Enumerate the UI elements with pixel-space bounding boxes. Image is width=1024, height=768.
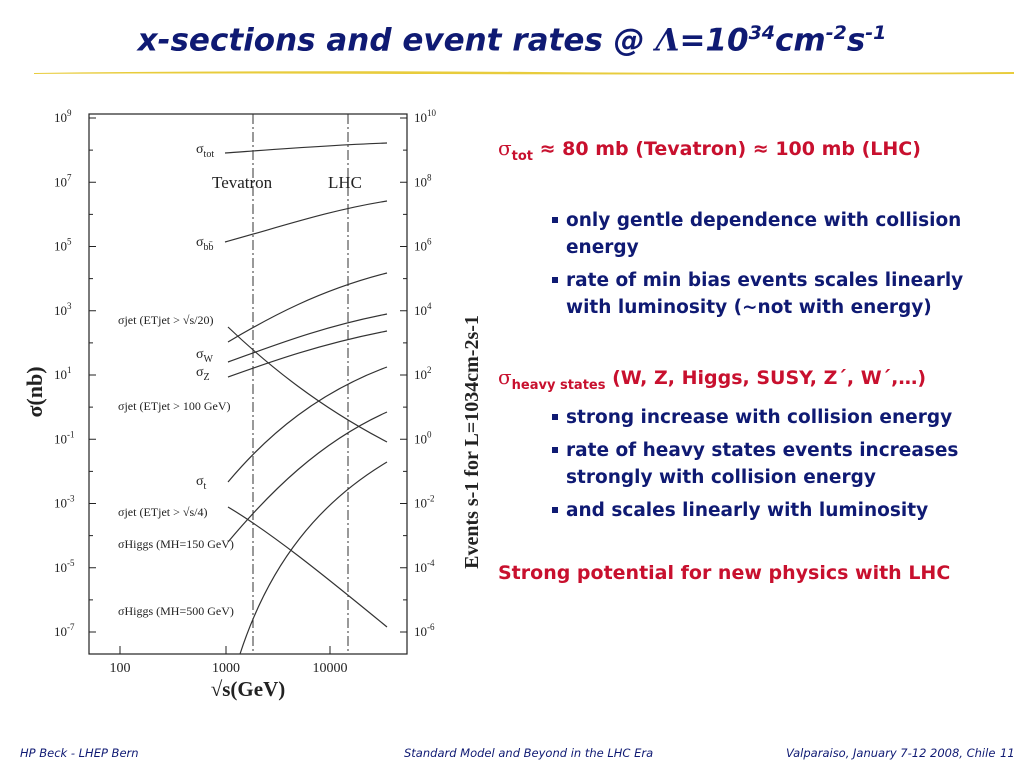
x-tick-labels: 100 1000 10000	[110, 661, 348, 676]
bullet-item: rate of heavy states events increases st…	[550, 437, 1008, 491]
title-text: x-sections and event rates @	[137, 22, 656, 59]
tot-subscript: tot	[511, 148, 534, 164]
title-exponent-1: -1	[865, 22, 887, 44]
y-axis-right-title: Events s-1 for L=1034cm-2s-1	[461, 315, 483, 569]
slide-title: x-sections and event rates @ Λ=1034cm-2s…	[0, 22, 1024, 58]
left-tick-labels: 109 107 105 103 101 10-1 10-3 10-5 10-7	[54, 108, 75, 639]
right-tick-label: 102	[414, 365, 432, 382]
right-tick-label: 106	[414, 237, 432, 254]
footer-page-number: 11	[1000, 746, 1015, 760]
footer-author: HP Beck - LHEP Bern	[20, 746, 139, 760]
bullet-item: and scales linearly with luminosity	[550, 497, 1008, 524]
curve-sigma-t	[227, 366, 388, 483]
label-sigma-jet-s4: σjet (ETjet > √s/4)	[118, 505, 207, 519]
sigma-symbol: σ	[498, 364, 512, 389]
right-tick-label: 10-4	[414, 558, 435, 575]
title-exponent-2: -2	[825, 22, 847, 44]
plot-frame	[88, 113, 408, 655]
left-tick-label: 10-1	[54, 429, 75, 446]
left-tick-label: 10-7	[54, 622, 75, 639]
label-sigma-tot: σtot	[196, 142, 214, 160]
left-tick-label: 101	[54, 365, 72, 382]
heavy-text: (W, Z, Higgs, SUSY, Z´, W´,…)	[605, 366, 927, 389]
bullet-list-1: only gentle dependence with collision en…	[550, 207, 1008, 321]
left-tick-label: 10-5	[54, 558, 75, 575]
left-tick-label: 107	[54, 172, 72, 189]
bullet-item: only gentle dependence with collision en…	[550, 207, 1008, 261]
curve-labels: σtot σbb̄ σjet (ETjet > √s/20) σW σZ σje…	[118, 142, 234, 618]
curve-sigma-jet-100	[227, 326, 388, 443]
left-tick-label: 103	[54, 301, 72, 318]
title-exponent-34: 34	[748, 22, 776, 44]
curve-sigma-tot	[224, 142, 388, 154]
title-s: s	[846, 22, 866, 59]
x-tick-label: 1000	[212, 661, 240, 676]
axis-ticks	[89, 117, 407, 654]
right-tick-label: 104	[414, 301, 432, 318]
content-column: σtot ≈ 80 mb (Tevatron) ≈ 100 mb (LHC) o…	[498, 136, 1008, 584]
label-sigma-z: σZ	[196, 365, 210, 383]
lhc-label: LHC	[328, 173, 362, 192]
bullet-item: strong increase with collision energy	[550, 404, 1008, 431]
right-tick-label: 10-2	[414, 494, 435, 511]
tot-text-lhc: ≈ 100 mb (LHC)	[752, 138, 921, 160]
title-equals: =10	[679, 22, 749, 59]
title-underline	[34, 71, 1014, 75]
sigma-heavy-heading: σheavy states (W, Z, Higgs, SUSY, Z´, W´…	[498, 365, 1008, 398]
left-tick-label: 10-3	[54, 494, 75, 511]
label-sigma-t: σt	[196, 474, 207, 492]
y-axis-left-title: σ(nb)	[22, 366, 47, 417]
label-sigma-bb: σbb̄	[196, 235, 214, 253]
right-tick-label: 100	[414, 429, 432, 446]
label-sigma-jet-100: σjet (ETjet > 100 GeV)	[118, 399, 231, 413]
footer-conference: Standard Model and Beyond in the LHC Era	[404, 746, 654, 760]
heavy-subscript: heavy states	[511, 377, 606, 393]
right-tick-label: 108	[414, 172, 432, 189]
bullet-list-2: strong increase with collision energy ra…	[550, 404, 1008, 524]
label-higgs-150: σHiggs (MH=150 GeV)	[118, 537, 234, 551]
sigma-tot-heading: σtot ≈ 80 mb (Tevatron) ≈ 100 mb (LHC)	[498, 136, 1008, 169]
x-tick-label: 10000	[313, 661, 348, 676]
right-tick-label: 1010	[414, 108, 437, 125]
curve-higgs-150	[227, 411, 388, 543]
curve-sigma-jet-s4	[227, 506, 388, 628]
label-sigma-w: σW	[196, 347, 214, 365]
left-tick-label: 105	[54, 237, 72, 254]
title-lambda: Λ	[655, 22, 680, 59]
conclusion-text: Strong potential for new physics with LH…	[498, 561, 951, 584]
title-cm: cm	[775, 22, 826, 59]
curve-sigma-z	[227, 330, 388, 378]
right-tick-labels: 1010 108 106 104 102 100 10-2 10-4 10-6	[414, 108, 437, 639]
footer-location: Valparaiso, January 7-12 2008, Chile	[786, 746, 996, 760]
curve-sigma-jet-s20	[227, 272, 388, 343]
curves	[224, 142, 388, 654]
left-tick-label: 109	[54, 108, 72, 125]
label-higgs-500: σHiggs (MH=500 GeV)	[118, 604, 234, 618]
x-tick-label: 100	[110, 661, 131, 676]
bullet-item: rate of min bias events scales linearly …	[550, 267, 1008, 321]
curve-sigma-w	[227, 313, 388, 363]
tevatron-label: Tevatron	[212, 173, 273, 192]
sigma-symbol: σ	[498, 136, 512, 160]
right-tick-label: 10-6	[414, 622, 435, 639]
x-axis-title: √s(GeV)	[211, 677, 286, 701]
label-sigma-jet-s20: σjet (ETjet > √s/20)	[118, 313, 213, 327]
curve-higgs-500	[239, 461, 388, 654]
curve-sigma-bb	[224, 200, 388, 243]
tot-text: ≈ 80 mb (Tevatron)	[533, 138, 753, 160]
